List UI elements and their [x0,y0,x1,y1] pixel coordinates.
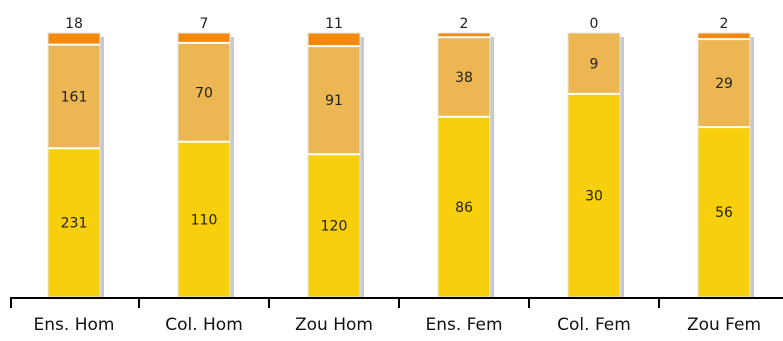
x-tick-label: Ens. Fem [425,315,502,335]
bar-segment [308,46,360,155]
data-label: 70 [195,85,213,101]
data-label: 38 [455,70,473,86]
x-tick-label: Zou Hom [295,315,373,335]
x-tick-label: Col. Hom [165,315,243,335]
data-label: 0 [590,16,599,32]
bar-shadow [100,37,104,297]
data-label: 9 [590,56,599,72]
bar-shadow [620,37,624,297]
data-label: 7 [200,16,209,32]
data-label: 86 [455,200,473,216]
data-label: 91 [325,93,343,109]
bar-segment [438,37,490,117]
data-label: 120 [321,219,348,235]
bar-segment [698,39,750,128]
bar-segment [48,33,100,45]
data-label: 18 [65,16,83,32]
bar-segment [308,154,360,297]
bar-segment [438,33,490,38]
x-tick-label: Ens. Hom [34,315,115,335]
bar-segment [568,33,620,94]
bar-segment [568,93,620,297]
bar-group: 231 161 18 110 70 7 120 91 11 86 38 2 30 9 0 56 29 2 [47,16,754,298]
bar-segment [48,148,100,297]
x-tick-label: Zou Fem [687,315,761,335]
bar-segment [438,116,490,297]
data-label: 30 [585,188,603,204]
bar-segment [698,127,750,297]
bar-segment [178,141,230,297]
data-label: 29 [715,76,733,92]
x-axis: Ens. Hom Col. Hom Zou Hom Ens. Fem Col. Fem Z… [10,297,783,335]
data-label: 2 [720,16,729,32]
bar-segment [178,42,230,142]
data-label: 231 [61,216,88,232]
bar-shadow [360,37,364,297]
x-tick-label: Col. Fem [557,315,631,335]
bar-segment [48,44,100,149]
bar-segment [308,33,360,47]
data-label: 56 [715,205,733,221]
data-label: 161 [61,89,88,105]
data-label: 11 [325,16,343,32]
bar-segment [698,33,750,40]
bar-shadow [490,37,494,297]
bar-shadow [750,37,754,297]
data-label: 2 [460,16,469,32]
bar-segment [178,33,230,43]
data-label: 110 [191,212,218,228]
bar-shadow [230,37,234,297]
